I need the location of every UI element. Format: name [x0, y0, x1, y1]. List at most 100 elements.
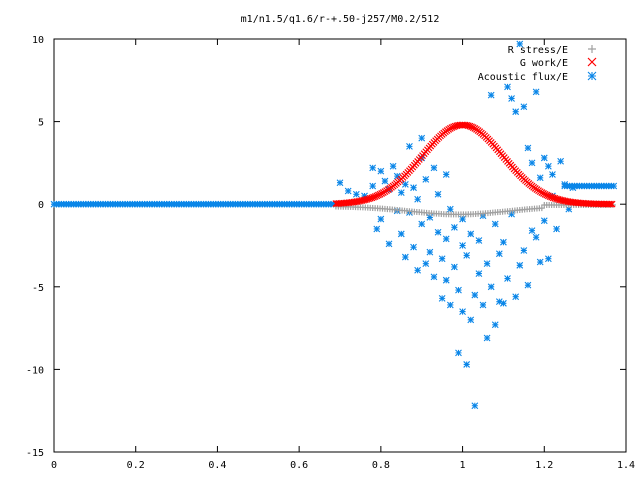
- acoustic-flux-point: [410, 184, 417, 192]
- acoustic-flux-point: [397, 189, 405, 197]
- acoustic-flux-point: [487, 283, 495, 291]
- acoustic-flux-point: [438, 255, 446, 263]
- acoustic-flux-point: [467, 230, 475, 238]
- acoustic-flux-point: [540, 217, 548, 225]
- acoustic-flux-point: [553, 225, 560, 233]
- acoustic-flux-point: [446, 205, 454, 213]
- y-tick-label: -15: [26, 448, 44, 459]
- acoustic-flux-point: [504, 275, 511, 282]
- acoustic-flux-point: [483, 260, 491, 268]
- acoustic-flux-point: [455, 286, 462, 294]
- y-tick-label: -5: [32, 283, 44, 294]
- acoustic-flux-point: [418, 220, 426, 228]
- acoustic-flux-point: [516, 40, 524, 48]
- acoustic-flux-point: [475, 270, 483, 277]
- acoustic-flux-point: [459, 215, 466, 223]
- g-work-point: [607, 200, 614, 208]
- acoustic-flux-point: [336, 179, 344, 187]
- acoustic-flux-point: [330, 200, 337, 208]
- acoustic-flux-point: [528, 227, 536, 235]
- acoustic-flux-point: [397, 230, 405, 238]
- axes-layer: 0 0.2 0.4 0.6 0.8 1 1.2 1.4 10 5 0 -5 -10 -15: [26, 35, 635, 471]
- acoustic-flux-point: [369, 182, 377, 190]
- acoustic-flux-point: [532, 233, 540, 241]
- acoustic-flux-point: [500, 299, 507, 307]
- acoustic-flux-point: [442, 276, 450, 284]
- acoustic-flux-point: [495, 250, 503, 258]
- acoustic-flux-point: [471, 402, 479, 410]
- legend-label: G work/E: [520, 58, 568, 69]
- acoustic-flux-point: [344, 187, 352, 195]
- acoustic-flux-point: [544, 255, 552, 263]
- acoustic-flux-point: [487, 91, 495, 99]
- acoustic-flux-point: [459, 242, 466, 249]
- acoustic-flux-point: [536, 174, 544, 182]
- acoustic-flux-point: [565, 205, 573, 213]
- x-tick-label: 1: [460, 460, 466, 471]
- acoustic-flux-point: [455, 349, 462, 357]
- legend: R stress/E G work/E Acoustic flux/E: [478, 45, 597, 83]
- x-tick-label: 0.8: [372, 460, 390, 471]
- acoustic-flux-point: [532, 88, 540, 96]
- acoustic-flux-point: [561, 180, 569, 188]
- acoustic-flux-point: [422, 260, 430, 268]
- g-work-point: [468, 123, 475, 131]
- acoustic-flux-point: [520, 247, 528, 254]
- acoustic-flux-point: [422, 176, 430, 183]
- y-tick-label: -10: [26, 365, 44, 376]
- acoustic-flux-point: [524, 281, 532, 289]
- x-tick-label: 0.6: [290, 460, 308, 471]
- legend-label: R stress/E: [508, 45, 568, 56]
- acoustic-flux-point: [385, 240, 393, 248]
- acoustic-flux-point: [540, 154, 548, 162]
- acoustic-flux-point: [381, 177, 389, 185]
- chart-title: m1/n1.5/q1.6/r-+.50-j257/M0.2/512: [241, 14, 440, 25]
- plot-frame: [53, 38, 627, 453]
- data-layer: [50, 40, 618, 410]
- acoustic-flux-point: [479, 301, 487, 309]
- acoustic-flux-point: [377, 215, 385, 223]
- acoustic-flux-point: [401, 253, 409, 261]
- x-tick-label: 0: [51, 460, 57, 471]
- acoustic-flux-point: [463, 361, 471, 368]
- y-tick-label: 5: [38, 118, 44, 129]
- acoustic-flux-point: [389, 162, 397, 170]
- acoustic-flux-point: [410, 243, 417, 251]
- acoustic-flux-point: [569, 184, 577, 192]
- acoustic-flux-point: [610, 182, 618, 190]
- acoustic-flux-point: [524, 144, 532, 152]
- acoustic-flux-point: [495, 298, 503, 306]
- acoustic-flux-point: [475, 237, 483, 244]
- acoustic-flux-point: [557, 157, 565, 165]
- legend-marker: [588, 45, 596, 53]
- g-work-point: [608, 200, 616, 208]
- x-tick-label: 0.4: [208, 460, 226, 471]
- acoustic-flux-point: [393, 172, 401, 180]
- acoustic-flux-point: [500, 238, 507, 246]
- acoustic-flux-point: [373, 225, 381, 233]
- x-tick-label: 1.4: [617, 460, 635, 471]
- acoustic-flux-point: [520, 103, 528, 111]
- acoustic-flux-point: [451, 223, 458, 231]
- acoustic-flux-point: [528, 159, 536, 167]
- acoustic-flux-point: [508, 95, 515, 102]
- acoustic-flux-point: [451, 263, 458, 271]
- acoustic-flux-point: [471, 291, 479, 299]
- acoustic-flux-point: [430, 164, 438, 172]
- acoustic-flux-point: [401, 180, 409, 188]
- acoustic-flux-point: [426, 248, 434, 256]
- acoustic-flux-point: [434, 228, 442, 236]
- acoustic-flux-point: [536, 258, 544, 266]
- acoustic-flux-point: [418, 134, 426, 142]
- acoustic-flux-point: [504, 83, 511, 91]
- acoustic-flux-point: [434, 190, 442, 198]
- legend-marker: [587, 71, 597, 81]
- acoustic-flux-point: [426, 214, 434, 221]
- acoustic-flux-point: [491, 220, 499, 228]
- acoustic-flux-point: [442, 235, 450, 243]
- acoustic-flux-point: [512, 108, 520, 116]
- x-tick-label: 0.2: [127, 460, 145, 471]
- acoustic-flux-point: [508, 210, 515, 218]
- acoustic-flux-point: [544, 162, 552, 170]
